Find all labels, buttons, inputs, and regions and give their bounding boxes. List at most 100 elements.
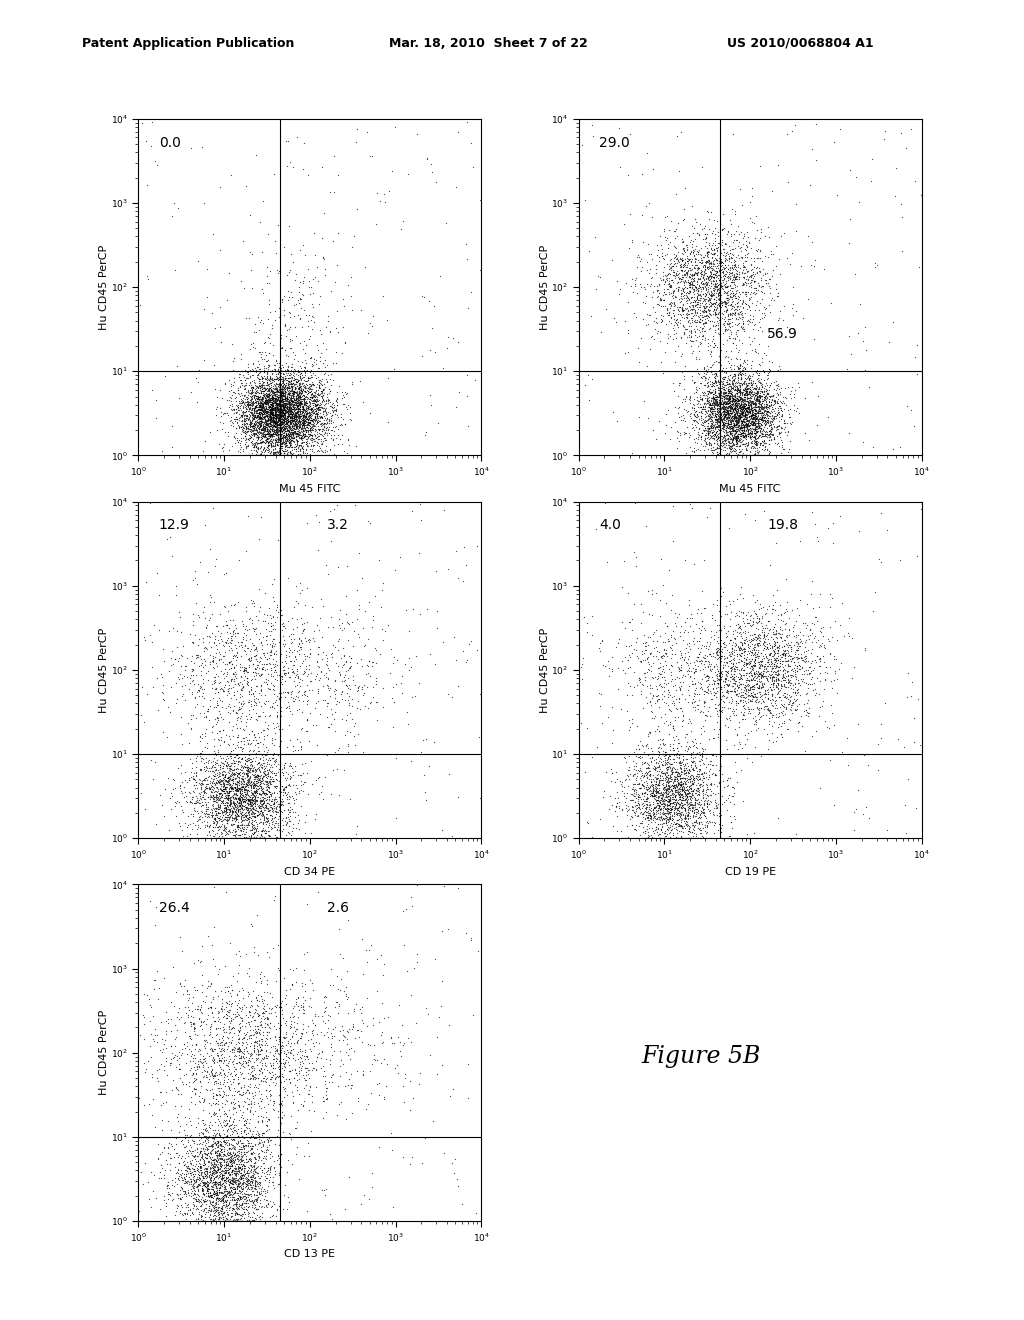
Point [782,698,799,719]
Point [240,388,256,409]
Point [657,805,674,826]
Point [273,389,290,411]
Point [266,368,283,389]
Point [782,685,799,706]
Point [182,1126,199,1147]
Point [276,426,293,447]
Point [178,1031,195,1052]
Point [263,401,280,422]
Point [195,1189,211,1210]
Point [285,428,301,449]
Point [209,1156,225,1177]
Point [241,762,257,783]
Point [728,401,744,422]
Point [238,804,254,825]
Point [678,290,694,312]
Point [215,809,231,830]
Point [659,752,676,774]
Point [676,763,692,784]
Point [285,422,301,444]
Point [265,407,282,428]
Point [245,337,261,358]
Point [210,771,226,792]
Point [719,400,735,421]
Point [296,388,312,409]
Point [269,445,286,466]
Point [693,426,710,447]
Point [298,420,314,441]
Point [659,756,676,777]
Point [154,681,170,702]
Point [282,434,298,455]
Point [313,428,330,449]
Point [219,661,236,682]
Point [229,397,246,418]
Point [312,399,329,420]
Point [261,705,278,726]
Point [258,424,274,445]
Point [709,776,725,797]
Point [240,396,256,417]
Point [743,404,760,425]
Point [714,429,730,450]
Point [229,1069,246,1090]
Point [252,422,268,444]
Point [672,255,688,276]
Point [755,359,771,380]
Point [200,1183,216,1204]
Point [260,1192,276,1213]
Point [220,1175,237,1196]
Point [715,396,731,417]
Point [725,327,741,348]
Point [703,417,720,438]
Point [310,339,327,360]
Point [261,399,278,420]
Point [327,636,343,657]
Point [271,828,288,849]
Point [251,396,267,417]
Point [226,764,243,785]
Point [769,627,785,648]
Point [680,788,696,809]
Point [631,407,647,428]
Point [252,430,268,451]
Point [660,808,677,829]
Point [220,743,237,764]
Point [283,421,299,442]
Point [233,424,250,445]
Point [338,603,354,624]
Point [244,411,260,432]
Point [721,385,737,407]
Point [227,807,244,828]
Point [331,993,347,1014]
Point [727,286,743,308]
Point [236,1068,252,1089]
Point [649,792,666,813]
Point [207,791,223,812]
Point [217,1192,233,1213]
Point [705,422,721,444]
Point [204,1039,220,1060]
Point [283,412,299,433]
Point [765,645,781,667]
Point [660,780,677,801]
Point [297,661,313,682]
Point [723,422,739,444]
Point [712,388,728,409]
Point [726,680,742,701]
Point [296,330,312,351]
Point [758,696,774,717]
Point [656,246,673,267]
Point [269,418,286,440]
Point [297,1064,313,1085]
Point [460,297,476,318]
Point [229,1073,246,1094]
Point [709,444,725,465]
Point [710,414,726,436]
Point [241,609,257,630]
Point [256,348,272,370]
Point [227,828,244,849]
Point [281,389,297,411]
Text: 26.4: 26.4 [159,902,189,915]
Point [722,388,738,409]
